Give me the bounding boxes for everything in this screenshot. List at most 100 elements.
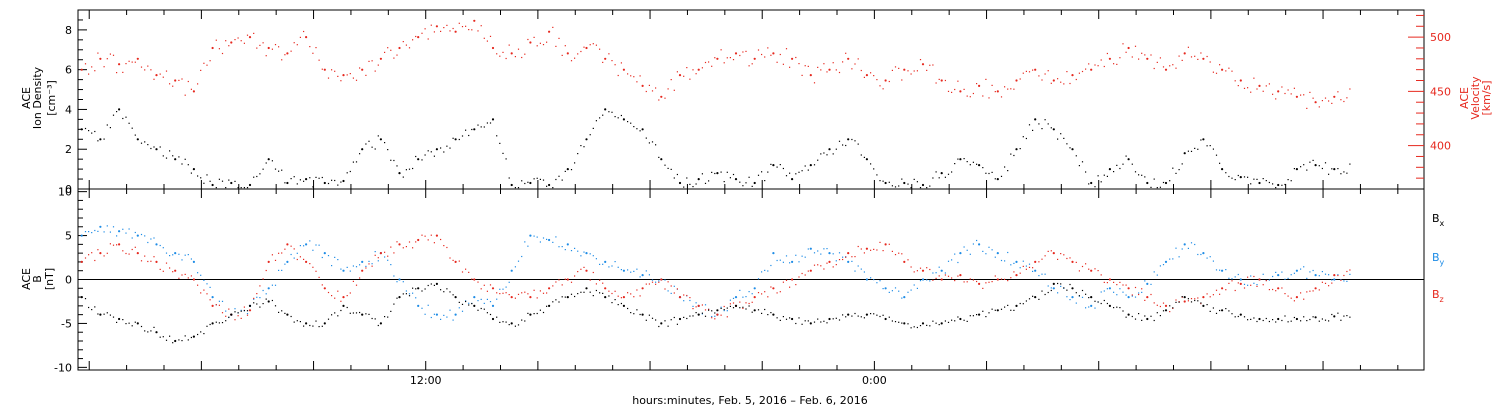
density-point bbox=[374, 148, 376, 150]
bz-point bbox=[1293, 300, 1295, 302]
bx-point bbox=[1349, 316, 1351, 318]
density-point bbox=[910, 187, 912, 189]
velocity-point bbox=[1243, 87, 1246, 89]
velocity-point bbox=[1022, 72, 1024, 74]
by-point bbox=[524, 241, 526, 243]
velocity-point bbox=[1312, 97, 1314, 99]
velocity-point bbox=[1144, 54, 1146, 56]
bx-point bbox=[483, 308, 485, 310]
velocity-point bbox=[514, 56, 516, 58]
density-point bbox=[1169, 180, 1171, 182]
density-point bbox=[221, 180, 224, 182]
velocity-point bbox=[342, 74, 345, 77]
velocity-point bbox=[536, 45, 538, 47]
velocity-point bbox=[1106, 52, 1108, 55]
by-point bbox=[595, 258, 597, 260]
bz-point bbox=[1343, 274, 1345, 277]
bx-point bbox=[491, 317, 495, 321]
bx-point bbox=[172, 342, 174, 344]
bz-point bbox=[604, 287, 607, 290]
bz-point bbox=[658, 281, 660, 283]
by-point bbox=[1275, 271, 1277, 273]
bx-point bbox=[627, 307, 629, 310]
velocity-point bbox=[371, 60, 373, 62]
bx-point bbox=[729, 305, 731, 307]
bx-point bbox=[704, 315, 707, 317]
density-point bbox=[761, 171, 763, 173]
bx-point bbox=[524, 320, 526, 322]
velocity-point bbox=[1015, 79, 1018, 82]
velocity-point bbox=[832, 62, 834, 64]
bx-point bbox=[398, 296, 401, 299]
velocity-point bbox=[162, 76, 164, 78]
by-point bbox=[499, 288, 501, 290]
bfield-label-line-3: [nT] bbox=[43, 268, 56, 290]
bx-point bbox=[1004, 306, 1006, 308]
by-point bbox=[944, 272, 946, 274]
bz-point bbox=[1100, 274, 1102, 276]
density-point bbox=[828, 148, 831, 151]
bx-point bbox=[1057, 282, 1059, 285]
velocity-point bbox=[309, 46, 311, 48]
bz-point bbox=[1228, 282, 1230, 284]
bz-point bbox=[716, 313, 719, 316]
density-point bbox=[243, 187, 245, 189]
density-point bbox=[1183, 152, 1186, 155]
by-point bbox=[84, 231, 87, 233]
velocity-point bbox=[424, 28, 426, 30]
density-point bbox=[882, 180, 884, 182]
by-point bbox=[393, 275, 395, 277]
density-point bbox=[692, 186, 694, 188]
velocity-point bbox=[795, 56, 797, 59]
velocity-point bbox=[1194, 55, 1196, 57]
velocity-point bbox=[122, 71, 124, 73]
velocity-point bbox=[1215, 72, 1218, 74]
velocity-point bbox=[271, 48, 273, 50]
by-point bbox=[271, 284, 273, 286]
by-point bbox=[131, 237, 133, 239]
velocity-point bbox=[1028, 71, 1031, 73]
density-point bbox=[1075, 155, 1077, 157]
bz-point bbox=[608, 290, 610, 292]
density-point bbox=[1287, 179, 1289, 181]
by-point bbox=[172, 254, 174, 256]
density-point bbox=[237, 187, 239, 189]
by-point bbox=[798, 261, 800, 263]
density-point bbox=[1293, 168, 1295, 170]
by-point bbox=[427, 304, 429, 306]
velocity-point bbox=[894, 66, 897, 68]
velocity-point bbox=[921, 63, 925, 66]
velocity-point bbox=[465, 25, 467, 27]
density-point bbox=[402, 176, 404, 178]
by-point bbox=[209, 286, 211, 288]
bx-point bbox=[109, 314, 111, 316]
by-point bbox=[390, 264, 392, 266]
bx-point bbox=[473, 304, 476, 307]
bx-point bbox=[1287, 321, 1289, 323]
velocity-point bbox=[184, 94, 186, 96]
by-point bbox=[667, 290, 669, 292]
density-point bbox=[985, 172, 987, 174]
bz-point bbox=[1047, 250, 1049, 252]
bz-point bbox=[1225, 289, 1227, 291]
velocity-point bbox=[430, 24, 432, 26]
velocity-point bbox=[331, 69, 333, 71]
density-point bbox=[1088, 183, 1090, 185]
velocity-point bbox=[1047, 70, 1049, 72]
velocity-point bbox=[112, 54, 115, 56]
bx-point bbox=[1085, 293, 1087, 295]
x-axis-caption: hours:minutes, Feb. 5, 2016 – Feb. 6, 20… bbox=[632, 394, 868, 407]
bz-point bbox=[828, 260, 831, 263]
density-point bbox=[1044, 119, 1046, 121]
bx-point bbox=[860, 316, 862, 318]
bz-point bbox=[88, 254, 90, 256]
bx-point bbox=[888, 316, 890, 318]
density-point bbox=[789, 172, 791, 174]
density-point bbox=[480, 126, 482, 128]
by-point bbox=[564, 249, 566, 251]
by-point bbox=[978, 243, 981, 246]
bx-point bbox=[346, 306, 348, 309]
density-point bbox=[546, 185, 548, 187]
velocity-point bbox=[499, 55, 501, 57]
bx-point bbox=[807, 320, 809, 322]
